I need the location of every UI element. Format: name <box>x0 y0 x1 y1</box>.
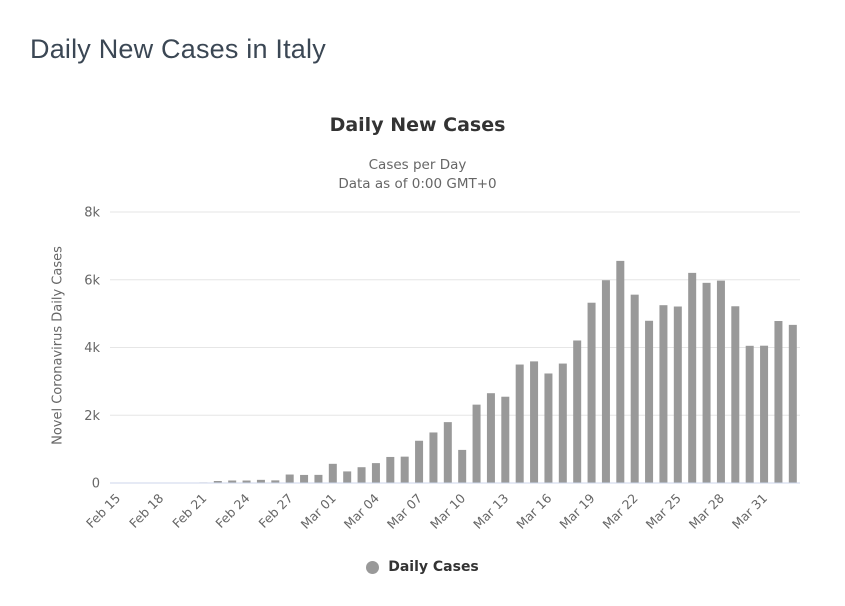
daily-cases-bar[interactable] <box>486 393 495 483</box>
daily-cases-bar[interactable] <box>415 440 424 483</box>
x-axis-tick-label: Mar 22 <box>599 491 640 532</box>
daily-cases-bar[interactable] <box>515 364 524 483</box>
x-axis-tick-label: Feb 27 <box>255 491 295 531</box>
y-axis-tick-label: 8k <box>84 206 100 221</box>
x-axis-tick-label: Feb 24 <box>212 490 252 530</box>
daily-cases-bar[interactable] <box>702 282 711 483</box>
daily-cases-bar[interactable] <box>745 345 754 483</box>
daily-cases-bar[interactable] <box>587 302 596 483</box>
daily-cases-bar[interactable] <box>558 363 567 483</box>
daily-cases-bar[interactable] <box>645 320 654 483</box>
daily-cases-bar[interactable] <box>630 294 639 483</box>
daily-cases-bar[interactable] <box>760 345 769 483</box>
daily-cases-bar[interactable] <box>314 474 323 483</box>
daily-cases-bar[interactable] <box>242 480 251 483</box>
y-axis-tick-label: 2k <box>84 409 100 424</box>
daily-cases-bar[interactable] <box>271 480 280 483</box>
daily-cases-bar[interactable] <box>443 422 452 483</box>
daily-cases-bar[interactable] <box>228 480 237 483</box>
daily-cases-bar[interactable] <box>256 479 265 483</box>
daily-cases-bar[interactable] <box>213 481 222 483</box>
daily-cases-bar[interactable] <box>688 272 697 483</box>
x-axis-tick-label: Feb 21 <box>169 491 209 531</box>
x-axis-tick-label: Mar 10 <box>427 490 468 531</box>
daily-cases-bar[interactable] <box>530 361 539 483</box>
daily-cases-bar[interactable] <box>616 260 625 483</box>
daily-cases-bar[interactable] <box>659 305 668 483</box>
x-axis-tick-label: Feb 15 <box>83 491 123 531</box>
x-axis-tick-label: Mar 01 <box>298 491 339 532</box>
daily-cases-bar[interactable] <box>544 373 553 483</box>
x-axis-tick-label: Mar 19 <box>556 490 597 531</box>
chart-title: Daily New Cases <box>329 114 506 136</box>
daily-cases-bar[interactable] <box>400 456 409 483</box>
daily-cases-bar[interactable] <box>386 456 395 483</box>
daily-cases-bar[interactable] <box>501 396 510 483</box>
daily-cases-bar[interactable] <box>573 340 582 483</box>
x-axis-tick-label: Mar 16 <box>513 490 554 531</box>
x-axis-tick-label: Mar 28 <box>686 490 727 531</box>
daily-cases-bar[interactable] <box>731 306 740 483</box>
daily-cases-bar[interactable] <box>601 280 610 483</box>
x-axis-tick-label: Feb 18 <box>126 490 166 530</box>
legend-label: Daily Cases <box>388 559 479 575</box>
x-axis-tick-label: Mar 13 <box>470 491 511 532</box>
x-axis-tick-label: Mar 07 <box>384 491 425 532</box>
daily-cases-bar[interactable] <box>328 463 337 483</box>
chart-subtitle: Cases per Day Data as of 0:00 GMT+0 <box>0 156 835 194</box>
daily-cases-bar[interactable] <box>300 474 309 483</box>
daily-cases-bar[interactable] <box>357 467 366 483</box>
daily-cases-bar[interactable] <box>673 306 682 483</box>
daily-cases-bar[interactable] <box>371 463 380 483</box>
legend-item-daily-cases[interactable]: Daily Cases <box>0 559 845 575</box>
x-axis-tick-label: Mar 25 <box>643 491 684 532</box>
daily-cases-bar[interactable] <box>716 280 725 483</box>
y-axis-tick-label: 4k <box>84 341 100 356</box>
daily-cases-bar[interactable] <box>774 321 783 483</box>
daily-cases-bar[interactable] <box>285 474 294 483</box>
y-axis-tick-label: 6k <box>84 273 100 288</box>
y-axis-tick-label: 0 <box>92 477 100 492</box>
x-axis-tick-label: Mar 31 <box>729 491 770 532</box>
daily-cases-bar[interactable] <box>343 471 352 483</box>
x-axis-tick-label: Mar 04 <box>341 490 382 531</box>
daily-cases-bar[interactable] <box>429 432 438 483</box>
daily-cases-bar[interactable] <box>458 449 467 483</box>
legend-marker-icon <box>366 560 380 574</box>
daily-cases-bar[interactable] <box>472 404 481 483</box>
chart-subtitle-line-2: Data as of 0:00 GMT+0 <box>338 176 497 192</box>
chart-subtitle-line-1: Cases per Day <box>368 157 467 173</box>
daily-cases-bar[interactable] <box>788 324 797 483</box>
page-title: Daily New Cases in Italy <box>30 34 326 64</box>
